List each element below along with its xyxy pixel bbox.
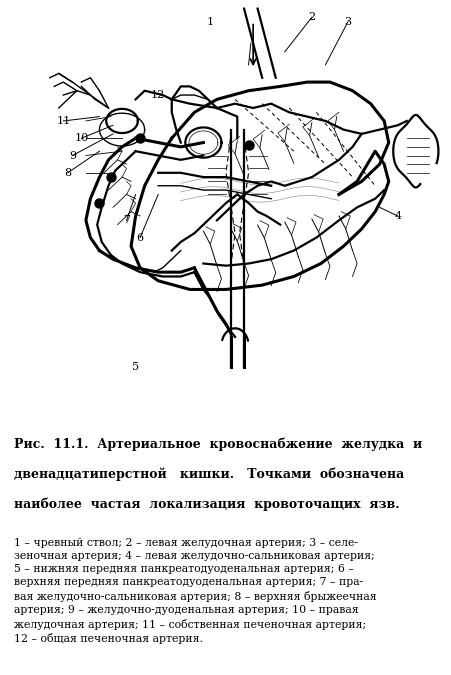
Text: 2: 2: [308, 12, 315, 22]
Text: 5: 5: [132, 362, 139, 372]
Text: 1: 1: [206, 17, 213, 26]
Text: 4: 4: [393, 211, 400, 221]
Text: 3: 3: [344, 17, 351, 26]
Text: наиболее  частая  локализация  кровоточащих  язв.: наиболее частая локализация кровоточащих…: [14, 497, 398, 511]
Text: 1 – чревный ствол; 2 – левая желудочная артерия; 3 – селе-
зеночная артерия; 4 –: 1 – чревный ствол; 2 – левая желудочная …: [14, 537, 375, 644]
Text: 7: 7: [123, 215, 130, 225]
Text: 6: 6: [136, 233, 143, 242]
Text: двенадцатиперстной   кишки.   Точками  обозначена: двенадцатиперстной кишки. Точками обозна…: [14, 468, 403, 481]
Text: 10: 10: [74, 133, 88, 143]
Text: 11: 11: [56, 116, 70, 126]
Text: Рис.  11.1.  Артериальное  кровоснабжение  желудка  и: Рис. 11.1. Артериальное кровоснабжение ж…: [14, 437, 421, 451]
Text: 9: 9: [69, 151, 76, 161]
Text: 8: 8: [64, 168, 71, 178]
Text: 12: 12: [151, 90, 165, 100]
